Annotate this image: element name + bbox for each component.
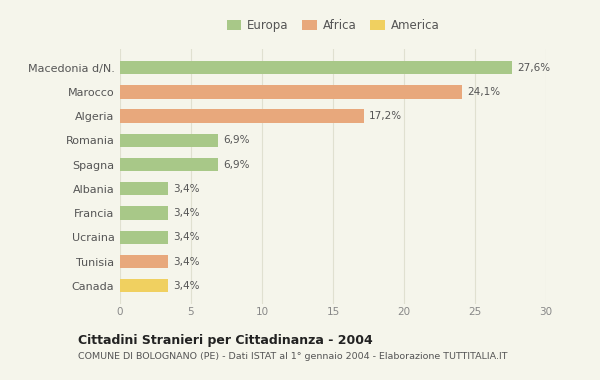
Text: 24,1%: 24,1% [467, 87, 500, 97]
Bar [120, 109, 364, 123]
Text: 3,4%: 3,4% [173, 184, 200, 194]
Text: 3,4%: 3,4% [173, 256, 200, 266]
Text: 27,6%: 27,6% [517, 63, 550, 73]
Text: Cittadini Stranieri per Cittadinanza - 2004: Cittadini Stranieri per Cittadinanza - 2… [78, 334, 373, 347]
Text: 6,9%: 6,9% [223, 135, 250, 145]
Text: 3,4%: 3,4% [173, 208, 200, 218]
Bar [120, 182, 168, 195]
Text: 6,9%: 6,9% [223, 160, 250, 169]
Text: 3,4%: 3,4% [173, 232, 200, 242]
Legend: Europa, Africa, America: Europa, Africa, America [222, 14, 444, 37]
Bar [120, 85, 462, 98]
Bar [120, 61, 512, 74]
Bar [120, 279, 168, 293]
Text: COMUNE DI BOLOGNANO (PE) - Dati ISTAT al 1° gennaio 2004 - Elaborazione TUTTITAL: COMUNE DI BOLOGNANO (PE) - Dati ISTAT al… [78, 352, 508, 361]
Bar [120, 206, 168, 220]
Bar [120, 134, 218, 147]
Text: 17,2%: 17,2% [369, 111, 403, 121]
Bar [120, 158, 218, 171]
Bar [120, 255, 168, 268]
Bar [120, 231, 168, 244]
Text: 3,4%: 3,4% [173, 281, 200, 291]
